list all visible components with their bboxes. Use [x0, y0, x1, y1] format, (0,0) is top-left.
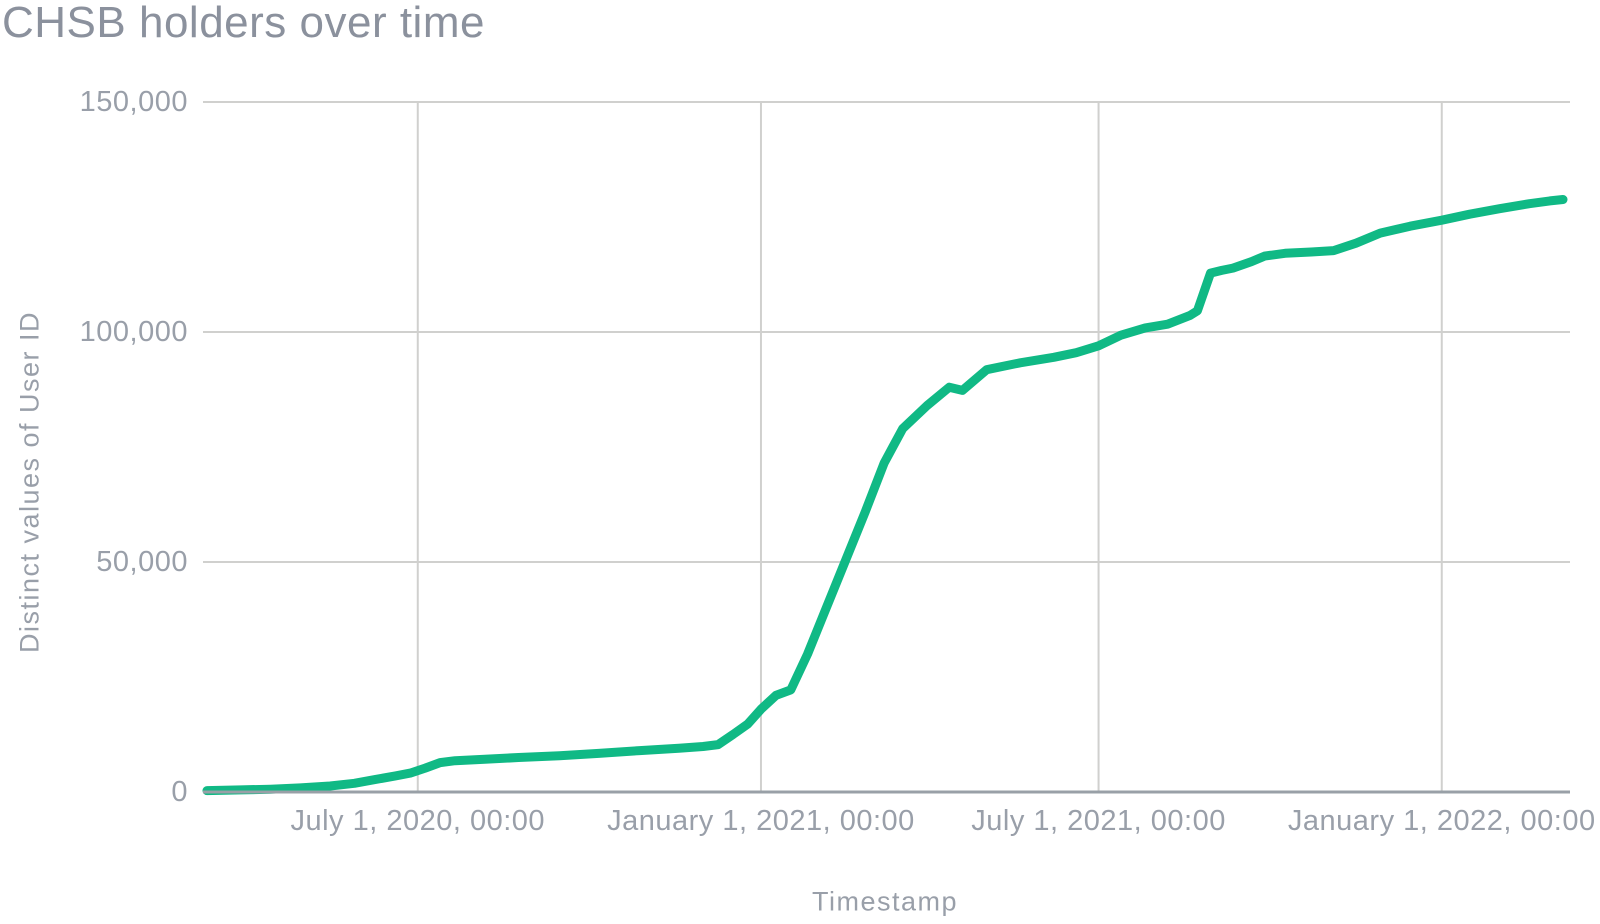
y-tick-label-0: 0: [171, 776, 188, 808]
y-tick-label-2: 100,000: [79, 316, 188, 348]
x-tick-label-1: January 1, 2021, 00:00: [607, 805, 915, 837]
x-tick-label-0: July 1, 2020, 00:00: [290, 805, 546, 837]
x-tick-label-2: July 1, 2021, 00:00: [971, 805, 1226, 837]
x-axis-title: Timestamp: [811, 886, 959, 917]
y-tick-label-1: 50,000: [96, 546, 188, 578]
series-line-chsb-holders: [202, 195, 1568, 796]
x-tick-label-3: January 1, 2022, 00:00: [1287, 805, 1596, 837]
y-tick-label-3: 150,000: [79, 86, 188, 118]
chart-title: CHSB holders over time: [2, 0, 485, 47]
gridlines: [203, 101, 1570, 793]
y-axis-title: Distinct values of User ID: [14, 310, 45, 654]
